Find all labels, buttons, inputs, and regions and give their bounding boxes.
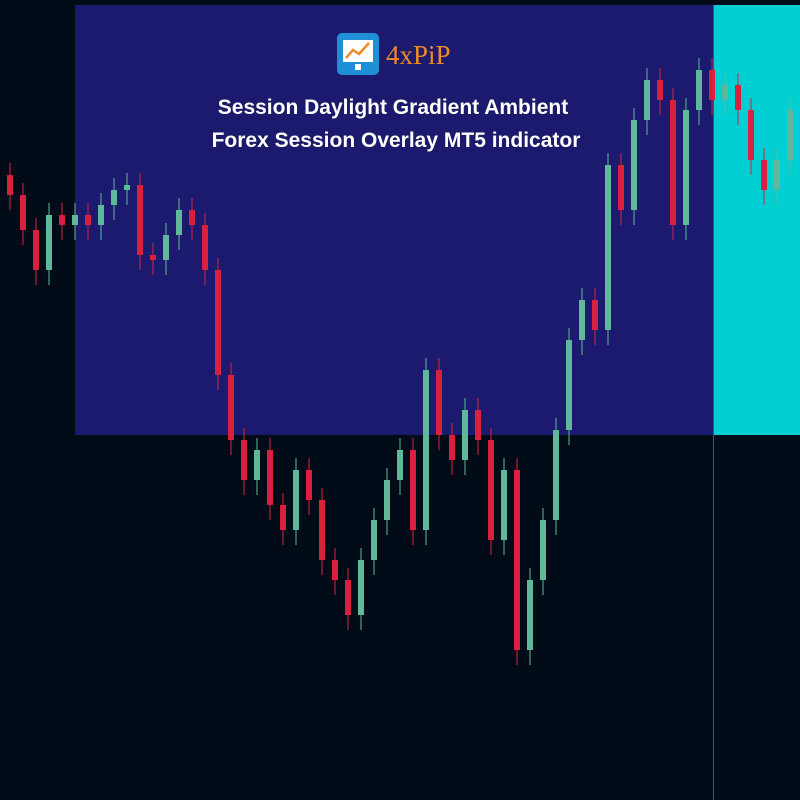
candle-body (501, 470, 507, 540)
candles (7, 58, 793, 665)
candle-body (514, 470, 520, 650)
candle-body (111, 190, 117, 205)
candle-body (254, 450, 260, 480)
candle-body (657, 80, 663, 100)
candle-body (670, 100, 676, 225)
candle-body (202, 225, 208, 270)
candle-body (488, 440, 494, 540)
candle-body (267, 450, 273, 505)
candle-body (72, 215, 78, 225)
candle-body (605, 165, 611, 330)
candle-body (592, 300, 598, 330)
title-line: Forex Session Overlay MT5 indicator (212, 129, 581, 152)
candle-body (319, 500, 325, 560)
candle-body (553, 430, 559, 520)
candle-body (644, 80, 650, 120)
candle-body (85, 215, 91, 225)
candle-body (59, 215, 65, 225)
candle-body (527, 580, 533, 650)
candle-body (163, 235, 169, 260)
candle-body (46, 215, 52, 270)
candle-body (787, 110, 793, 160)
candle-body (423, 370, 429, 530)
candle-body (124, 185, 130, 190)
candle-body (748, 110, 754, 160)
candle-body (7, 175, 13, 195)
candle-body (410, 450, 416, 530)
candle-body (98, 205, 104, 225)
candle-body (683, 110, 689, 225)
candle-body (397, 450, 403, 480)
candle-body (631, 120, 637, 210)
candle-body (384, 480, 390, 520)
candle-body (33, 230, 39, 270)
candle-body (540, 520, 546, 580)
candle-body (696, 70, 702, 110)
candle-body (241, 440, 247, 480)
candle-body (189, 210, 195, 225)
candle-body (436, 370, 442, 435)
candle-body (566, 340, 572, 430)
candle-body (358, 560, 364, 615)
candle-body (722, 85, 728, 100)
candle-body (293, 470, 299, 530)
candle-body (761, 160, 767, 190)
candle-body (280, 505, 286, 530)
candle-body (345, 580, 351, 615)
brand: 4xPiP (386, 40, 451, 70)
candle-body (774, 160, 780, 190)
candle-body (306, 470, 312, 500)
candle-body (579, 300, 585, 340)
candle-body (176, 210, 182, 235)
candle-body (371, 520, 377, 560)
candle-body (618, 165, 624, 210)
candle-body (449, 435, 455, 460)
candle-body (709, 70, 715, 100)
logo: 4xPiP (337, 33, 451, 75)
candle-body (228, 375, 234, 440)
candle-body (215, 270, 221, 375)
logo-icon-arrow (345, 42, 370, 59)
candle-body (137, 185, 143, 255)
candle-body (332, 560, 338, 580)
title-line: Session Daylight Gradient Ambient (218, 96, 568, 119)
session-box (713, 5, 800, 435)
candle-body (150, 255, 156, 260)
candle-body (735, 85, 741, 110)
logo-icon-stand (355, 64, 361, 70)
candle-body (475, 410, 481, 440)
candle-body (462, 410, 468, 460)
candle-body (20, 195, 26, 230)
